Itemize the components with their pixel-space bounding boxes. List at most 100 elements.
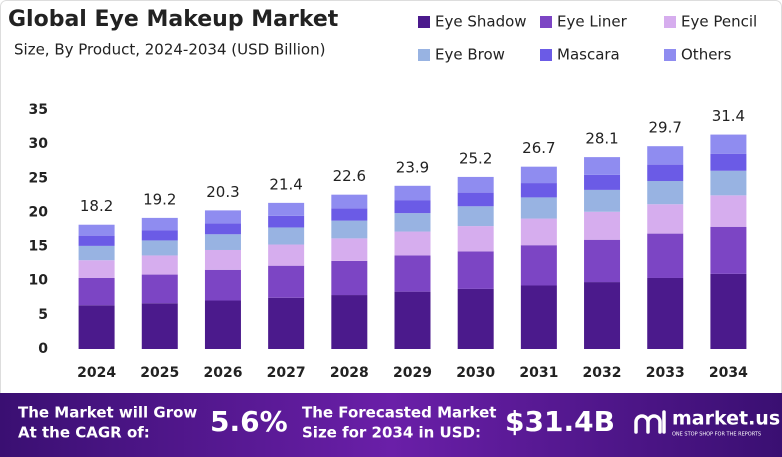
bar-segment <box>520 183 557 198</box>
x-tick-label: 2033 <box>646 365 685 381</box>
legend-swatch <box>664 49 676 61</box>
brand-tagline: ONE STOP SHOP FOR THE REPORTS <box>672 432 761 438</box>
bar-segment <box>584 282 621 349</box>
y-tick-label: 25 <box>29 170 48 186</box>
bar-segment <box>647 277 684 349</box>
bar-segment <box>647 164 684 182</box>
bar-segment <box>78 245 115 261</box>
bar-segment <box>710 170 747 196</box>
bar-segment <box>584 239 621 283</box>
bar-segment <box>394 231 431 256</box>
bar-segment <box>457 192 494 207</box>
bar-segment <box>647 181 684 205</box>
bar-segment <box>394 291 431 349</box>
x-tick-label: 2027 <box>267 365 306 381</box>
footer-value: $31.4B <box>505 405 615 438</box>
bar-segment <box>457 206 494 227</box>
bar-segment <box>520 166 557 184</box>
footer-text: The Market will Grow <box>18 404 197 422</box>
legend-label: Others <box>681 46 732 64</box>
bar-segment <box>331 260 368 296</box>
legend-swatch <box>540 49 552 61</box>
bar-segment <box>647 146 684 165</box>
y-tick-label: 15 <box>29 239 48 255</box>
bar-segment <box>141 274 178 304</box>
y-tick-label: 0 <box>38 341 48 357</box>
brand-logo <box>634 410 666 434</box>
bar-segment <box>584 189 621 212</box>
legend-label: Eye Brow <box>435 46 505 64</box>
total-label: 26.7 <box>522 139 555 157</box>
bar-segment <box>78 235 115 246</box>
x-tick-label: 2029 <box>393 365 432 381</box>
bar-segment <box>78 305 115 349</box>
x-tick-label: 2034 <box>709 365 748 381</box>
bar-segment <box>141 217 178 231</box>
bar-segment <box>268 202 305 216</box>
bar-segment <box>647 204 684 234</box>
legend-label: Eye Pencil <box>681 13 757 31</box>
bar-segment <box>647 233 684 278</box>
bar-segment <box>141 303 178 349</box>
total-label: 22.6 <box>333 167 366 185</box>
legend: Eye Shadow Eye Liner Eye Pencil Eye Brow Mas… <box>418 13 757 64</box>
legend-swatch <box>418 49 430 61</box>
legend-swatch <box>664 16 676 28</box>
total-label: 28.1 <box>585 130 618 148</box>
bar-segment <box>268 227 305 245</box>
bar-segment <box>457 288 494 349</box>
x-tick-label: 2032 <box>583 365 622 381</box>
bar-segment <box>457 176 494 193</box>
bar-segment <box>457 251 494 289</box>
bar-segment <box>710 134 747 154</box>
bar-segment <box>78 260 115 278</box>
bar-segment <box>204 300 241 349</box>
total-label: 31.4 <box>712 107 745 125</box>
bar-segment <box>141 230 178 241</box>
bar-segment <box>331 238 368 261</box>
y-tick-label: 20 <box>29 204 49 220</box>
total-label: 23.9 <box>396 158 429 176</box>
footer-text: The Forecasted Market <box>302 404 496 422</box>
footer-banner <box>0 393 782 457</box>
x-tick-label: 2030 <box>456 365 495 381</box>
legend-label: Mascara <box>557 46 620 64</box>
y-tick-label: 5 <box>38 307 48 323</box>
bar-segment <box>78 224 115 236</box>
bar-segment <box>584 157 621 175</box>
footer-text: Size for 2034 in USD: <box>302 424 481 442</box>
total-label: 29.7 <box>649 119 682 137</box>
bar-segment <box>394 213 431 232</box>
y-tick-label: 30 <box>29 136 49 152</box>
chart-title: Global Eye Makeup Market <box>8 7 339 32</box>
bar-segment <box>520 245 557 286</box>
bar-segment <box>204 223 241 235</box>
bar-segment <box>78 277 115 306</box>
x-tick-label: 2031 <box>519 365 558 381</box>
legend-swatch <box>418 16 430 28</box>
x-tick-label: 2026 <box>203 365 242 381</box>
bar-segment <box>331 295 368 349</box>
bar-segment <box>457 226 494 252</box>
bar-segment <box>268 265 305 298</box>
total-label: 25.2 <box>459 149 492 167</box>
bar-segment <box>520 197 557 219</box>
bar-segment <box>584 174 621 190</box>
bar-segment <box>204 210 241 224</box>
total-label: 20.3 <box>206 183 239 201</box>
bar-segment <box>710 153 747 171</box>
bar-segment <box>394 185 431 201</box>
bar-segment <box>584 211 621 240</box>
bar-segment <box>394 255 431 292</box>
bar-segment <box>710 195 747 227</box>
legend-label: Eye Liner <box>557 13 628 31</box>
bar-segment <box>204 269 241 301</box>
bar-segment <box>268 244 305 266</box>
bar-segment <box>710 273 747 349</box>
bar-segment <box>204 249 241 270</box>
legend-swatch <box>540 16 552 28</box>
footer-value: 5.6% <box>210 405 288 438</box>
bar-segment <box>394 200 431 214</box>
y-tick-label: 35 <box>29 102 48 118</box>
